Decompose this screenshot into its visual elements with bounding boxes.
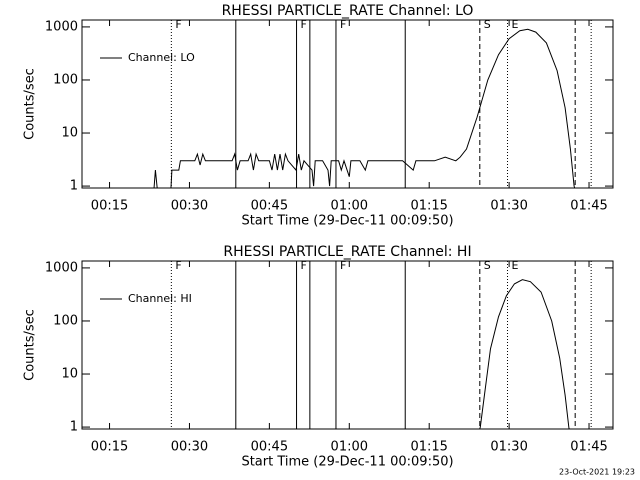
y-tick-label: 10	[61, 126, 78, 141]
x-tick-label: 01:00	[331, 440, 368, 455]
y-tick-label: 1	[70, 179, 78, 194]
event-label: F	[301, 18, 307, 31]
x-tick-label: 00:30	[171, 199, 208, 214]
y-tick-label: 10	[61, 367, 78, 382]
x-axis-label: Start Time (29-Dec-11 00:09:50)	[241, 214, 453, 229]
y-axis-label: Counts/sec	[23, 68, 38, 140]
event-label: S	[484, 18, 491, 31]
legend-label: Channel: LO	[128, 51, 195, 64]
plot-frame	[81, 260, 614, 430]
y-tick-label: 1000	[45, 19, 78, 34]
x-tick-label: 01:30	[490, 199, 527, 214]
x-tick-label: 00:30	[171, 440, 208, 455]
data-line	[153, 28, 576, 188]
x-tick-label: 01:45	[570, 440, 607, 455]
y-tick-label: 100	[53, 313, 78, 328]
x-tick-label: 00:45	[251, 440, 288, 455]
y-tick-label: 1	[70, 420, 78, 435]
legend-label: Channel: HI	[128, 292, 192, 305]
footer: 23-Oct-2021 19:23	[559, 468, 635, 477]
x-tick-label: 01:15	[410, 199, 447, 214]
y-tick-label: 1000	[45, 260, 78, 275]
event-label: E	[512, 259, 519, 272]
x-tick-label: 00:15	[91, 440, 128, 455]
data-line	[479, 279, 570, 429]
x-tick-label: 01:30	[490, 440, 527, 455]
x-tick-label: 00:45	[251, 199, 288, 214]
x-axis-label: Start Time (29-Dec-11 00:09:50)	[241, 455, 453, 470]
plot-frame	[81, 19, 614, 189]
event-label: F	[175, 259, 181, 272]
chart-title: RHESSI PARTICLE_RATE Channel: HI	[223, 244, 471, 260]
x-tick-label: 01:45	[570, 199, 607, 214]
event-label: S	[484, 259, 491, 272]
x-tick-label: 01:00	[331, 199, 368, 214]
x-tick-label: 00:15	[91, 199, 128, 214]
event-label: E	[512, 18, 519, 31]
y-axis-label: Counts/sec	[23, 309, 38, 381]
event-label: F	[175, 18, 181, 31]
y-tick-label: 100	[53, 72, 78, 87]
event-label: F	[340, 259, 346, 272]
x-tick-label: 01:15	[410, 440, 447, 455]
event-label: F	[340, 18, 346, 31]
chart-title: RHESSI PARTICLE_RATE Channel: LO	[222, 3, 474, 19]
event-label: F	[301, 259, 307, 272]
